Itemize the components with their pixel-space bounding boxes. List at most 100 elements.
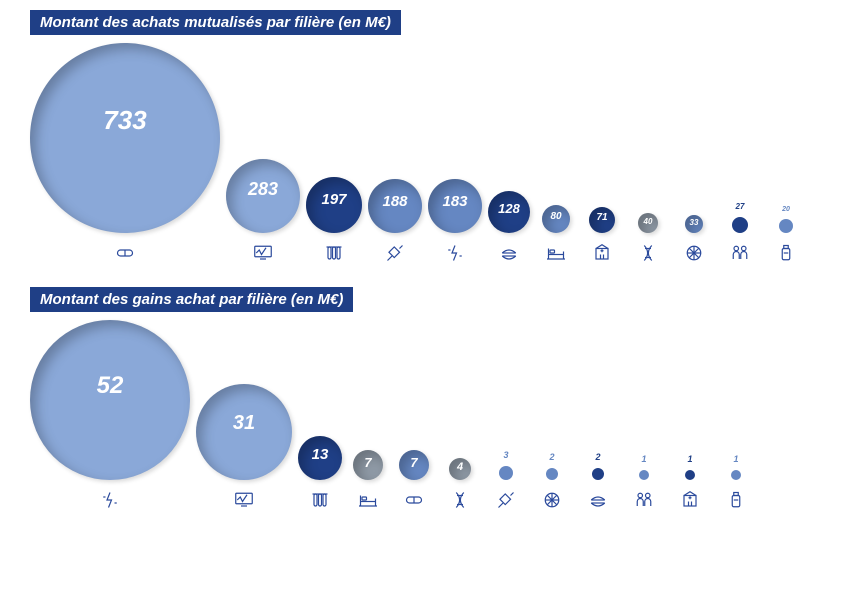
bubble-circle: 7 (353, 450, 383, 480)
bubble-value: 20 (782, 206, 790, 213)
energy-icon (90, 486, 130, 514)
bubble-circle: 188 (368, 179, 422, 233)
bubble-item: 128 (488, 191, 530, 267)
bubble-circle: 52 (30, 320, 190, 480)
food-icon (578, 486, 618, 514)
bubble-value: 40 (644, 217, 653, 226)
bubble-item: 1 (624, 454, 664, 514)
bubble-circle: 80 (542, 205, 570, 233)
dna-icon (628, 239, 668, 267)
bubble-item: 52 (30, 320, 190, 514)
bubble-value: 7 (410, 455, 417, 470)
bubble-circle: 33 (685, 215, 703, 233)
bubble-item: 80 (536, 205, 576, 267)
bubble-item: 33 (674, 215, 714, 267)
bubble-value: 188 (382, 193, 407, 210)
dna-icon (440, 486, 480, 514)
bubble-item: 183 (428, 179, 482, 267)
bubble-value: 4 (457, 461, 463, 473)
bubble-item: 188 (368, 179, 422, 267)
bubble-value: 27 (736, 202, 745, 211)
bubble-item: 40 (628, 213, 668, 267)
bubble-item: 7 (348, 450, 388, 514)
bubble-circle: 197 (306, 177, 362, 233)
bubble-item: 1 (716, 454, 756, 514)
bubble-value: 71 (596, 212, 607, 223)
bubble-item: 733 (30, 43, 220, 267)
pill-icon (394, 486, 434, 514)
bubble-value: 2 (549, 452, 554, 462)
bubble-value: 2 (595, 452, 600, 462)
pill-icon (105, 239, 145, 267)
bubble-value: 3 (503, 450, 508, 460)
bubble-circle: 128 (488, 191, 530, 233)
bubble-item: 27 (720, 202, 760, 267)
bubble-item: 20 (766, 206, 806, 267)
energy-icon (435, 239, 475, 267)
bubble-item: 1 (670, 454, 710, 514)
monitor-icon (224, 486, 264, 514)
bubble-circle: 13 (298, 436, 342, 480)
bubble-circle: 283 (226, 159, 300, 233)
orange-icon (674, 239, 714, 267)
bubble-circle: 40 (638, 213, 658, 233)
building-icon (582, 239, 622, 267)
bubble-item: 31 (196, 384, 292, 514)
bubble-value: 52 (97, 372, 124, 400)
bubble-value: 128 (498, 201, 520, 216)
chart-section: Montant des gains achat par filière (en … (30, 287, 830, 514)
bubble-circle: 183 (428, 179, 482, 233)
building-icon (670, 486, 710, 514)
tubes-icon (300, 486, 340, 514)
syringe-icon (486, 486, 526, 514)
section-title: Montant des achats mutualisés par filièr… (30, 10, 401, 35)
bubble-item: 3 (486, 450, 526, 514)
bubble-circle (779, 219, 793, 233)
food-icon (489, 239, 529, 267)
syringe-icon (375, 239, 415, 267)
bubble-circle (592, 468, 604, 480)
bubble-item: 283 (226, 159, 300, 267)
monitor-icon (243, 239, 283, 267)
bubble-value: 283 (248, 179, 278, 200)
bubble-item: 197 (306, 177, 362, 267)
bubble-circle (546, 468, 558, 480)
bubble-item: 7 (394, 450, 434, 514)
bubble-value: 1 (641, 454, 646, 464)
section-title: Montant des gains achat par filière (en … (30, 287, 353, 312)
bubble-value: 183 (442, 193, 467, 210)
people-icon (624, 486, 664, 514)
chart-section: Montant des achats mutualisés par filièr… (30, 10, 830, 267)
bubble-value: 197 (321, 191, 346, 208)
bubble-value: 33 (690, 218, 699, 227)
infographic-root: Montant des achats mutualisés par filièr… (30, 10, 830, 514)
tubes-icon (314, 239, 354, 267)
bubble-circle (731, 470, 741, 480)
bubble-value: 13 (312, 446, 329, 463)
bubble-value: 733 (103, 105, 146, 136)
bed-icon (348, 486, 388, 514)
bubble-circle (639, 470, 649, 480)
bottle-icon (766, 239, 806, 267)
bubble-circle (685, 470, 695, 480)
bubble-value: 7 (364, 455, 371, 470)
bubble-circle: 4 (449, 458, 471, 480)
bubble-item: 2 (532, 452, 572, 514)
bubble-value: 80 (550, 211, 561, 222)
bubble-row: 52 31 13 7 7 4 3 2 2 1 1 1 (30, 320, 830, 514)
people-icon (720, 239, 760, 267)
bubble-item: 4 (440, 458, 480, 514)
bubble-circle: 733 (30, 43, 220, 233)
bubble-circle: 71 (589, 207, 615, 233)
orange-icon (532, 486, 572, 514)
bottle-icon (716, 486, 756, 514)
bubble-circle: 31 (196, 384, 292, 480)
bubble-item: 13 (298, 436, 342, 514)
bubble-value: 1 (687, 454, 692, 464)
bubble-item: 71 (582, 207, 622, 267)
bubble-value: 31 (233, 412, 255, 435)
bubble-circle: 7 (399, 450, 429, 480)
bubble-circle (499, 466, 513, 480)
bed-icon (536, 239, 576, 267)
bubble-circle (732, 217, 748, 233)
